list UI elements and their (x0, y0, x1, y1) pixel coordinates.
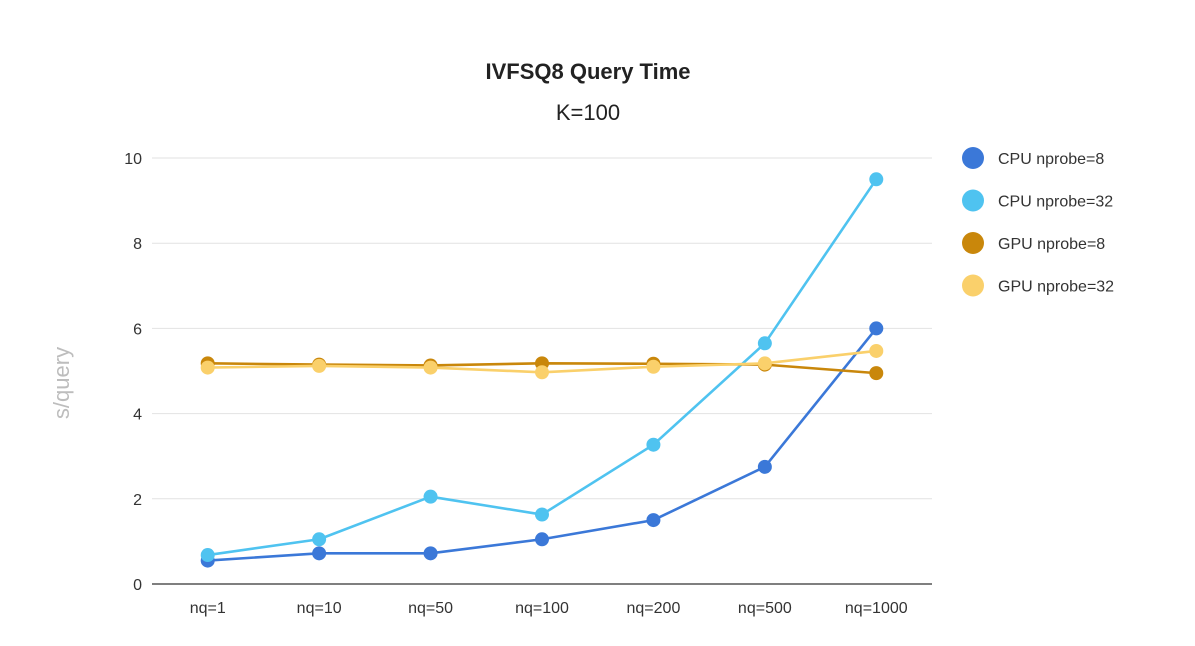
data-point (646, 359, 661, 374)
y-tick-label: 10 (124, 151, 142, 168)
legend-marker (962, 147, 984, 169)
data-point (757, 356, 772, 371)
series-group (200, 172, 884, 568)
data-point (423, 489, 438, 504)
chart-title: IVFSQ8 Query Time (485, 59, 690, 84)
legend-marker (962, 274, 984, 297)
x-tick-labels: nq=1 nq=10 nq=50 nq=100 nq=200 nq=500 nq=1000 (190, 600, 908, 617)
data-point (312, 358, 327, 373)
data-point (423, 546, 438, 561)
legend-label: GPU nprobe=32 (998, 279, 1114, 296)
data-point (757, 336, 772, 351)
data-point (312, 546, 327, 561)
legend-marker (962, 232, 984, 254)
series-2 (200, 172, 884, 563)
data-point (646, 437, 661, 452)
data-point (312, 532, 327, 547)
x-tick-label: nq=10 (297, 600, 342, 617)
series-1 (200, 321, 884, 568)
data-point (423, 360, 438, 375)
x-tick-label: nq=1 (190, 600, 226, 617)
legend-item: CPU nprobe=8 (962, 147, 1104, 169)
chart-subtitle: K=100 (556, 100, 620, 125)
data-point (535, 365, 549, 380)
data-point (757, 459, 772, 474)
data-point (200, 360, 215, 375)
data-point (869, 366, 884, 381)
legend-marker (962, 189, 984, 212)
y-tick-label: 8 (133, 236, 142, 253)
data-point (869, 172, 884, 187)
x-tick-label: nq=50 (408, 600, 453, 617)
legend-label: CPU nprobe=32 (998, 194, 1113, 211)
y-tick-label: 6 (133, 321, 142, 338)
y-tick-label: 4 (133, 407, 142, 424)
data-point (200, 548, 215, 563)
x-tick-label: nq=100 (515, 600, 569, 617)
legend-label: GPU nprobe=8 (998, 236, 1105, 253)
legend: CPU nprobe=8 CPU nprobe=32 GPU nprobe=8 GPU… (962, 147, 1114, 297)
legend-item: CPU nprobe=32 (962, 189, 1113, 212)
legend-item: GPU nprobe=8 (962, 232, 1105, 254)
series-4 (200, 343, 884, 380)
x-tick-label: nq=200 (627, 600, 681, 617)
data-point (646, 513, 661, 528)
y-tick-label: 2 (133, 492, 142, 509)
data-point (869, 343, 884, 358)
gridlines (152, 157, 932, 585)
data-point (535, 532, 549, 547)
x-tick-label: nq=1000 (845, 600, 908, 617)
y-tick-label: 0 (133, 577, 142, 594)
legend-item: GPU nprobe=32 (962, 274, 1114, 297)
data-point (535, 507, 549, 522)
data-point (869, 321, 884, 336)
y-tick-labels: 0 2 4 6 8 10 (124, 151, 142, 594)
legend-label: CPU nprobe=8 (998, 151, 1104, 168)
x-tick-label: nq=500 (738, 600, 792, 617)
y-axis-label: s/query (49, 347, 74, 419)
